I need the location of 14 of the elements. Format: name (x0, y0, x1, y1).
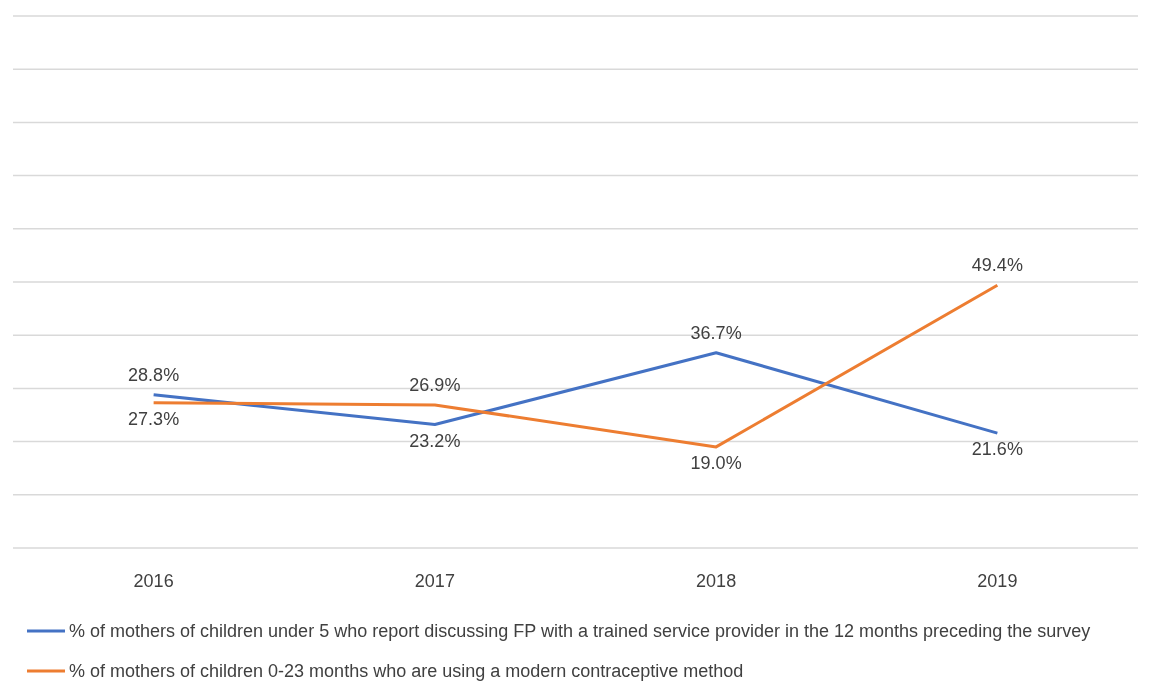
x-tick-label: 2019 (977, 570, 1018, 591)
data-label: 21.6% (971, 439, 1023, 460)
data-label: 23.2% (409, 430, 461, 451)
x-tick-label: 2016 (133, 570, 174, 591)
x-tick-label: 2017 (414, 570, 455, 591)
x-tick-label: 2018 (696, 570, 737, 591)
legend-label: % of mothers of children 0-23 months who are using a modern contraceptive method (69, 660, 744, 683)
data-label: 49.4% (971, 255, 1023, 276)
data-label: 26.9% (409, 374, 461, 395)
legend-label: % of mothers of children under 5 who report discussing FP with a trained service provider in the 12 months preceding the survey (69, 620, 1091, 643)
data-label: 19.0% (690, 452, 742, 473)
data-label: 27.3% (128, 408, 180, 429)
data-label: 28.8% (128, 364, 180, 385)
data-label: 36.7% (690, 322, 742, 343)
